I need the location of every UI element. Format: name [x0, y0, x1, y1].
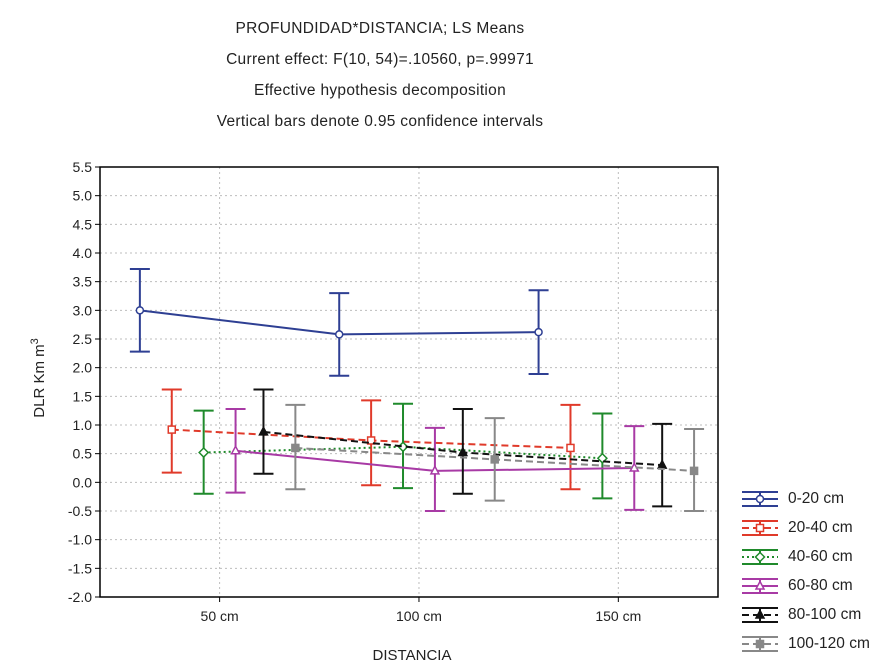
- chart-title: PROFUNDIDAD*DISTANCIA; LS Means: [235, 20, 525, 37]
- legend-label: 0-20 cm: [788, 489, 844, 507]
- y-tick-label: 4.0: [73, 245, 93, 261]
- series-group: [129, 268, 705, 512]
- y-tick-label: 0.5: [73, 446, 93, 462]
- data-point: [656, 459, 668, 469]
- y-tick-label: 3.0: [73, 302, 93, 318]
- series-40-60-cm: [193, 402, 613, 500]
- legend-label: 60-80 cm: [788, 576, 853, 594]
- legend-swatch: [742, 490, 778, 507]
- plot-area: [99, 166, 719, 598]
- legend-swatch-marker: [754, 550, 766, 563]
- legend-item: 0-20 cm: [738, 484, 870, 513]
- legend-item: 80-100 cm: [738, 600, 870, 629]
- legend-item: 100-120 cm: [738, 629, 870, 658]
- legend-swatch-marker: [755, 494, 765, 503]
- data-point: [689, 466, 699, 476]
- legend-swatch-marker: [754, 608, 766, 619]
- legend-swatch-marker: [755, 523, 765, 532]
- data-point: [429, 464, 441, 475]
- chart-subtitle-effect: Current effect: F(10, 54)=.10560, p=.999…: [226, 51, 534, 68]
- legend: 0-20 cm 20-40 cm 40-60 cm 60-80 cm 80-100 cm…: [738, 484, 870, 658]
- y-axis-label-superscript: 3: [29, 338, 41, 344]
- data-point: [291, 443, 300, 453]
- y-tick-label: 5.0: [73, 188, 93, 204]
- series-80-100-cm: [253, 388, 673, 508]
- legend-swatch: [742, 635, 778, 652]
- legend-swatch: [742, 519, 778, 536]
- y-tick-label: 1.0: [73, 417, 93, 433]
- legend-swatch-marker: [755, 639, 765, 648]
- y-tick-label: -2.0: [68, 589, 92, 605]
- legend-label: 100-120 cm: [788, 634, 870, 652]
- x-tick-label: 50 cm: [201, 608, 239, 624]
- x-axis-ticks: 50 cm 100 cm 150 cm: [201, 597, 641, 624]
- y-tick-label: 1.5: [73, 388, 93, 404]
- chart-subtitle-decomposition: Effective hypothesis decomposition: [253, 82, 507, 99]
- series-20-40-cm: [161, 388, 581, 491]
- grid: [100, 166, 718, 598]
- chart-subtitle-confidence: Vertical bars denote 0.95 confidence int…: [216, 113, 544, 130]
- data-point: [334, 330, 344, 339]
- data-point: [534, 327, 543, 337]
- y-tick-label: 5.5: [73, 159, 93, 175]
- x-tick-label: 100 cm: [396, 608, 442, 624]
- y-tick-label: 4.5: [73, 216, 93, 232]
- y-tick-label: 2.5: [73, 331, 93, 347]
- data-point: [490, 455, 499, 464]
- legend-label: 80-100 cm: [788, 605, 862, 623]
- x-axis-label: DISTANCIA: [373, 647, 452, 664]
- legend-swatch: [742, 606, 778, 623]
- y-tick-label: 2.0: [73, 360, 93, 376]
- legend-swatch: [742, 548, 778, 565]
- y-tick-label: -1.0: [68, 532, 92, 548]
- y-axis-label-text: DLR Km m: [31, 344, 48, 417]
- legend-label: 40-60 cm: [788, 547, 853, 565]
- data-point: [566, 443, 575, 453]
- legend-item: 60-80 cm: [738, 571, 870, 600]
- x-tick-label: 150 cm: [595, 608, 641, 624]
- series-line: [203, 445, 603, 460]
- y-tick-label: -0.5: [68, 503, 92, 519]
- data-point: [198, 446, 210, 459]
- legend-swatch-marker: [754, 579, 766, 590]
- data-point: [230, 444, 241, 455]
- legend-item: 20-40 cm: [738, 513, 870, 542]
- y-tick-label: 0.0: [73, 474, 93, 490]
- data-point: [135, 306, 145, 315]
- series-100-120-cm: [285, 403, 705, 512]
- data-point: [167, 425, 177, 434]
- data-point: [457, 446, 469, 457]
- series-0-20-cm: [129, 268, 549, 377]
- data-point: [366, 436, 376, 445]
- legend-swatch: [742, 577, 778, 594]
- data-point: [258, 425, 269, 436]
- y-axis-label: DLR Km m3: [29, 338, 48, 417]
- y-tick-label: -1.5: [68, 560, 92, 576]
- legend-label: 20-40 cm: [788, 518, 853, 536]
- legend-item: 40-60 cm: [738, 542, 870, 571]
- y-tick-label: 3.5: [73, 274, 93, 290]
- y-axis-ticks: 5.5 5.0 4.5 4.0 3.5 3.0 2.5 2.0 1.5 1.0 0.5 0.0 -0.5…: [68, 159, 100, 605]
